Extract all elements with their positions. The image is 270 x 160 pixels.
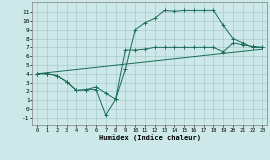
X-axis label: Humidex (Indice chaleur): Humidex (Indice chaleur) [99, 134, 201, 141]
